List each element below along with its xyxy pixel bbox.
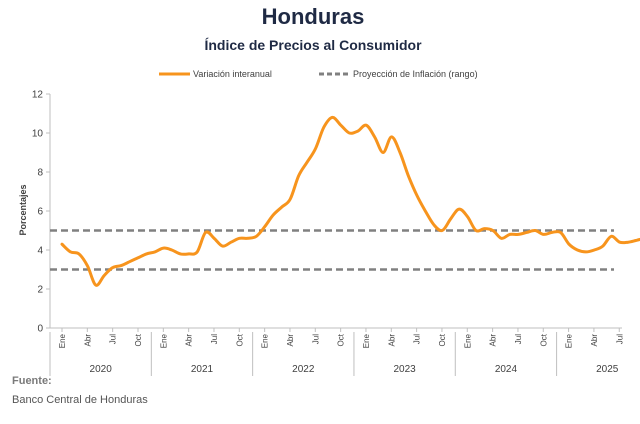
y-axis-label: Porcentajes: [18, 184, 28, 235]
x-tick-label: Abr: [83, 334, 92, 347]
x-year-label: 2025: [596, 364, 619, 375]
projection-band-lines: [50, 229, 614, 271]
x-year-label: 2020: [90, 364, 113, 375]
y-tick-label: 0: [37, 324, 43, 335]
x-tick-label: Oct: [235, 333, 244, 346]
chart-title: Honduras: [262, 4, 365, 29]
y-tick-label: 12: [32, 90, 44, 101]
legend: Variación interanual Proyección de Infla…: [159, 69, 478, 79]
x-tick-label: Abr: [185, 334, 194, 347]
x-tick-label: Jul: [311, 334, 320, 344]
series-layer: [60, 115, 640, 287]
x-tick-label: Jul: [615, 334, 624, 344]
x-year-label: 2021: [191, 364, 214, 375]
x-tick-label: Oct: [539, 333, 548, 346]
x-year-label: 2022: [292, 364, 315, 375]
x-tick-label: Jul: [210, 334, 219, 344]
footer-source-text: Banco Central de Honduras: [12, 394, 148, 406]
y-axis: 0 2 4 6 8 10 12: [32, 90, 51, 335]
x-tick-label: Jul: [109, 334, 118, 344]
x-tick-label: Jul: [514, 334, 523, 344]
y-tick-label: 2: [37, 285, 43, 296]
x-tick-label: Ene: [463, 333, 472, 348]
chart-subtitle: Índice de Precios al Consumidor: [204, 37, 422, 53]
x-tick-label: Abr: [387, 334, 396, 347]
x-axis: Ene Abr Jul Oct Ene Abr Jul Oct Ene Abr Jul Oct Ene A…: [49, 327, 624, 376]
x-tick-label: Oct: [134, 333, 143, 346]
legend-label-proyeccion: Proyección de Inflación (rango): [353, 69, 478, 79]
y-tick-label: 6: [37, 207, 43, 218]
x-tick-label: Ene: [362, 333, 371, 348]
x-year-label: 2024: [495, 364, 518, 375]
series-line-interanual: [60, 115, 640, 287]
x-tick-label: Abr: [489, 334, 498, 347]
x-tick-label: Ene: [58, 333, 67, 348]
x-tick-label: Jul: [413, 334, 422, 344]
legend-label-interanual: Variación interanual: [193, 69, 272, 79]
x-tick-label: Oct: [438, 333, 447, 346]
x-tick-label: Oct: [337, 333, 346, 346]
y-tick-label: 10: [32, 129, 44, 140]
x-tick-label: Abr: [286, 334, 295, 347]
x-tick-label: Ene: [261, 333, 270, 348]
x-year-label: 2023: [393, 364, 416, 375]
footer-source-label: Fuente:: [12, 375, 52, 387]
y-tick-label: 8: [37, 168, 43, 179]
x-tick-label: Abr: [590, 334, 599, 347]
x-tick-label: Ene: [565, 333, 574, 348]
x-tick-label: Ene: [159, 333, 168, 348]
y-tick-label: 4: [37, 246, 43, 257]
